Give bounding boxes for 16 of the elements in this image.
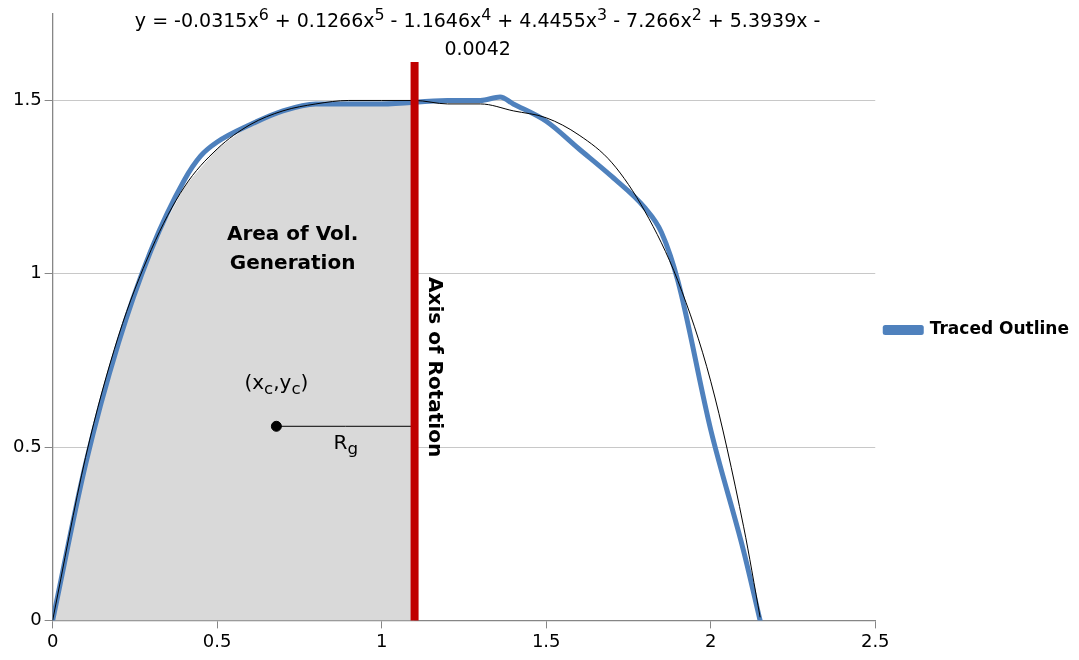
x-tick-label: 0 [46,629,59,651]
annotation: (x$_{c}$,y$_{c}$) [244,369,309,401]
ref-line-label: Axis of Rotation [424,277,449,458]
x-tick-label: 1 [375,629,388,651]
legend-label: Traced Outline [929,318,1069,339]
x-tick-label: 2 [705,629,717,651]
annotation: Area of Vol. Generation [225,219,360,276]
y-tick-label: 1.5 [12,88,42,110]
y-tick-label: 0 [30,608,42,630]
annotation: R$_{g}$ [333,429,358,461]
y-tick-label: 1 [30,261,42,283]
x-tick-label: 2.5 [860,629,890,651]
x-tick-label: 0.5 [202,629,232,651]
text: y = -0.0315x$^{6}$ + 0.1266x$^{5}$ - 1.1646x$^{4}$ + 4.4455x$^{3}$ - 7.266x$^{2}$ + 5.3939x - 0.0042 [134,5,821,59]
y-tick-label: 0.5 [12,434,42,456]
x-tick-label: 1.5 [531,629,561,651]
